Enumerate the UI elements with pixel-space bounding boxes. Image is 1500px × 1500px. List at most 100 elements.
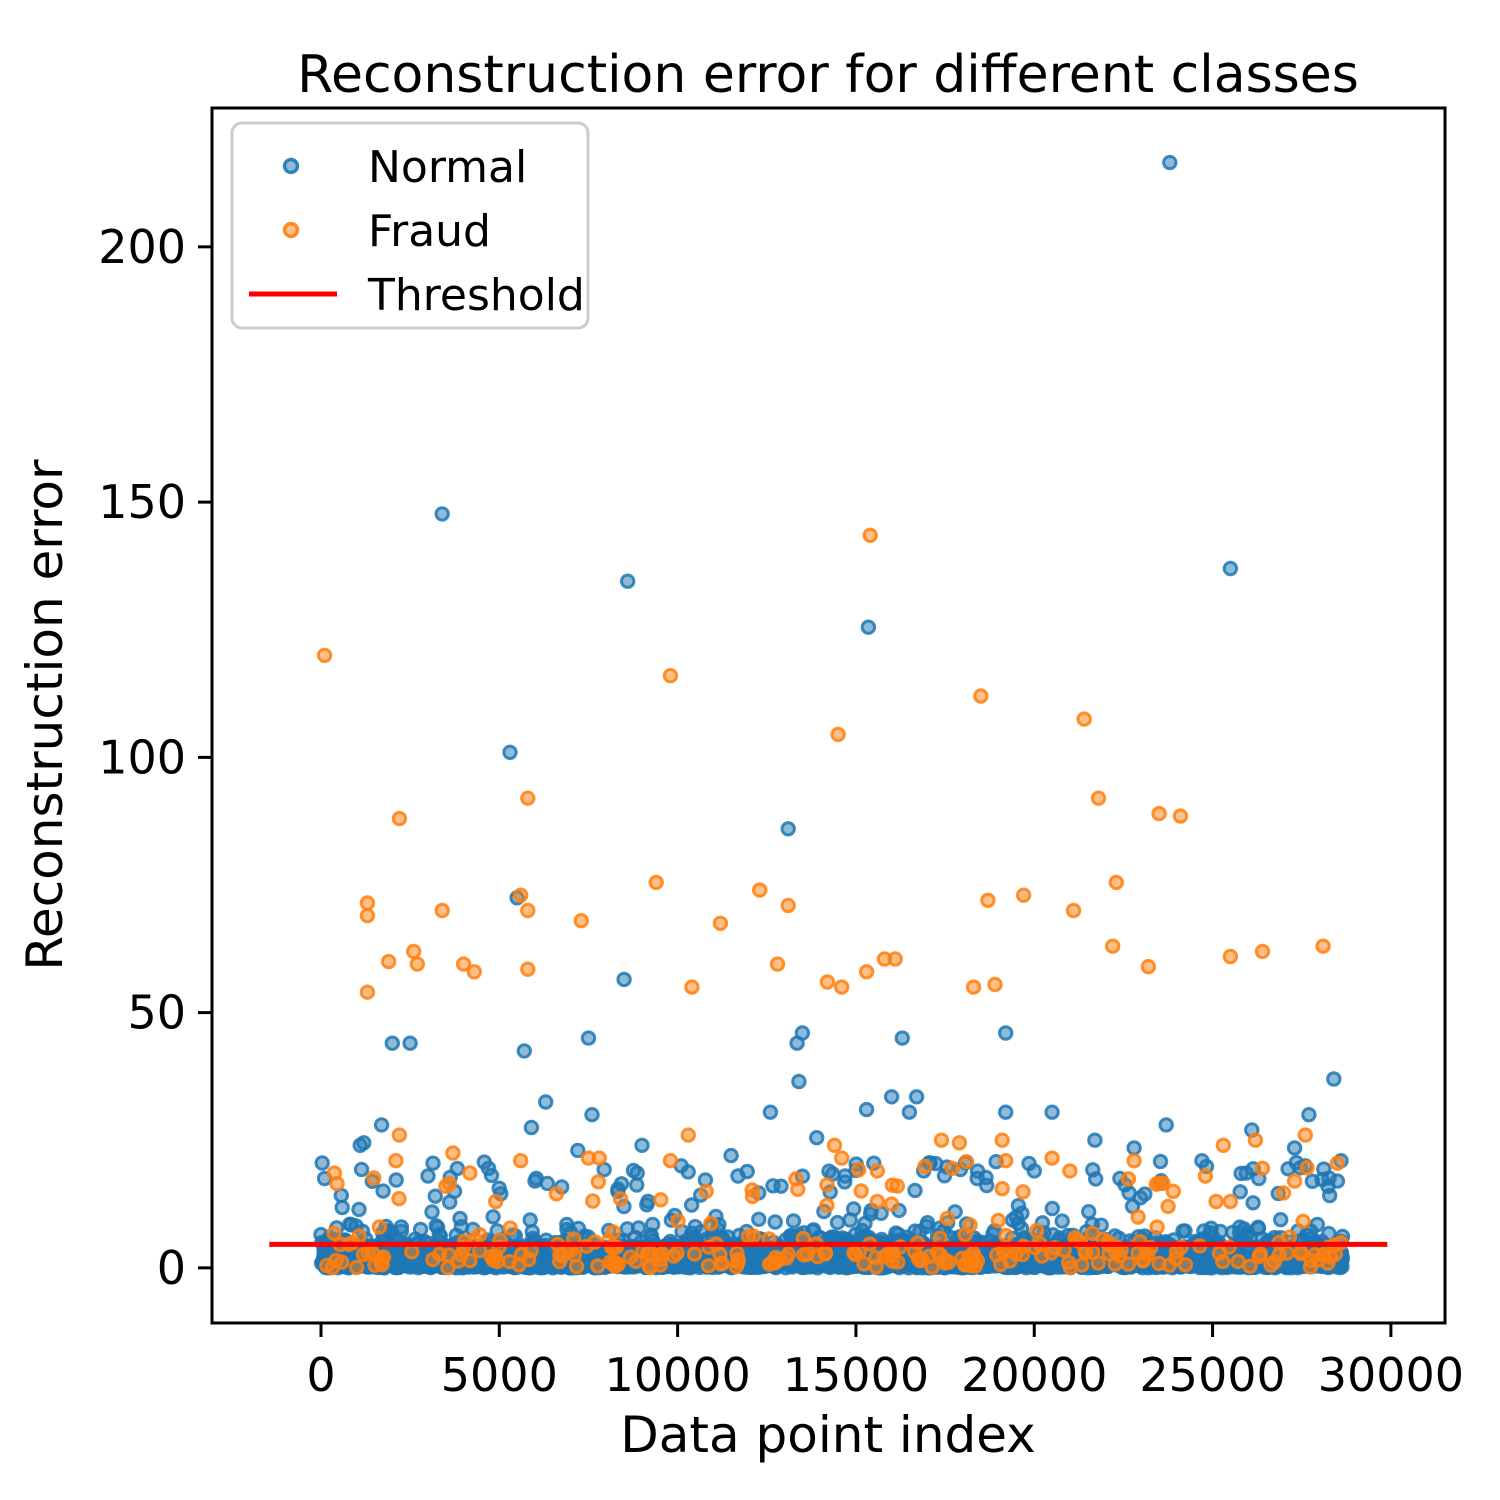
data-point-fraud	[876, 951, 893, 967]
data-point-normal	[919, 1215, 936, 1231]
data-point-fraud	[434, 902, 450, 919]
data-point-fraud	[502, 1220, 518, 1236]
data-point-normal	[1314, 1171, 1330, 1188]
data-point-normal	[1152, 1153, 1169, 1170]
data-point-normal	[584, 1107, 600, 1123]
data-point-normal	[538, 1094, 554, 1110]
data-point-normal	[1322, 1187, 1338, 1204]
data-point-fraud	[1208, 1193, 1224, 1210]
data-point-fraud	[1172, 808, 1189, 824]
data-point-fraud	[406, 943, 422, 960]
data-point-fraud	[958, 1154, 975, 1170]
data-point-fraud	[1297, 1127, 1314, 1143]
data-point-normal	[1087, 1132, 1103, 1148]
data-point-fraud	[1029, 1222, 1045, 1239]
data-point-fraud	[628, 1253, 644, 1270]
data-point-normal	[485, 1209, 501, 1225]
data-point-normal	[1222, 560, 1239, 577]
data-point-fraud	[1062, 1163, 1078, 1179]
data-point-fraud	[1149, 1219, 1165, 1235]
data-point-fraud	[513, 1153, 529, 1169]
data-point-fraud	[585, 1193, 601, 1209]
data-point-normal	[351, 1201, 367, 1218]
data-point-fraud	[520, 902, 536, 919]
data-point-normal	[1286, 1140, 1303, 1156]
data-point-normal	[837, 1168, 853, 1184]
y-axis-ticks: 0 50 100 150 200	[98, 220, 212, 1295]
data-point-fraud	[367, 1257, 383, 1274]
data-point-fraud	[648, 874, 664, 891]
data-point-normal	[888, 1225, 904, 1241]
data-point-fraud	[438, 1178, 454, 1194]
data-point-fraud	[698, 1183, 714, 1200]
data-point-fraud	[1295, 1213, 1311, 1230]
data-point-normal	[449, 1160, 465, 1177]
data-point-normal	[1245, 1195, 1261, 1211]
data-point-fraud	[884, 1244, 901, 1261]
data-point-fraud	[680, 1127, 696, 1143]
data-point-fraud	[1263, 1257, 1279, 1273]
data-point-normal	[375, 1183, 391, 1199]
chart-title: Reconstruction error for different class…	[297, 45, 1359, 105]
data-point-normal	[739, 1163, 755, 1180]
data-point-normal	[640, 1193, 656, 1210]
data-point-fraud	[351, 1228, 367, 1244]
data-point-normal	[425, 1155, 441, 1171]
data-point-fraud	[455, 956, 472, 972]
data-point-fraud	[1315, 1247, 1332, 1263]
data-point-normal	[353, 1161, 370, 1178]
data-point-fraud	[366, 1170, 382, 1186]
data-point-fraud	[889, 1178, 905, 1194]
data-point-fraud	[980, 892, 996, 908]
data-point-fraud	[483, 1248, 499, 1265]
data-point-fraud	[933, 1132, 950, 1148]
data-point-fraud	[994, 1132, 1010, 1148]
data-point-fraud	[371, 1219, 388, 1235]
data-point-normal	[1137, 1186, 1153, 1202]
data-point-fraud	[862, 527, 878, 543]
data-point-fraud	[1015, 1184, 1031, 1200]
data-point-fraud	[1015, 887, 1032, 903]
data-point-normal	[1326, 1071, 1342, 1087]
data-point-fraud	[359, 907, 376, 924]
data-point-normal	[907, 1182, 923, 1199]
data-point-fraud	[488, 1193, 504, 1210]
data-point-fraud	[744, 1188, 761, 1205]
data-point-normal	[969, 1170, 985, 1187]
data-point-normal	[780, 821, 796, 837]
data-point-normal	[452, 1210, 468, 1227]
x-tick-label: 25000	[1139, 1348, 1285, 1402]
data-point-fraud	[1126, 1153, 1142, 1169]
data-point-normal	[693, 1224, 709, 1240]
data-point-fraud	[1281, 1229, 1298, 1245]
data-point-fraud	[388, 1153, 404, 1169]
data-point-normal	[342, 1216, 358, 1232]
data-point-fraud	[869, 1163, 885, 1179]
data-point-fraud	[1160, 1198, 1176, 1215]
data-point-normal	[751, 1211, 767, 1228]
x-axis-label: Data point index	[620, 1406, 1035, 1464]
data-point-normal	[1054, 1213, 1070, 1229]
data-point-fraud	[610, 1256, 626, 1272]
data-point-normal	[998, 1104, 1014, 1120]
x-tick-label: 30000	[1318, 1348, 1464, 1402]
data-point-fraud	[819, 974, 836, 990]
data-point-normal	[373, 1117, 390, 1133]
legend-label-fraud: Fraud	[368, 206, 491, 257]
data-point-normal	[420, 1168, 436, 1184]
data-point-fraud	[853, 1183, 869, 1199]
data-point-fraud	[819, 1177, 835, 1193]
data-point-normal	[1126, 1140, 1142, 1156]
data-point-fraud	[316, 647, 333, 663]
data-point-normal	[1273, 1212, 1289, 1228]
data-point-normal	[1194, 1153, 1210, 1169]
data-point-normal	[785, 1213, 802, 1229]
data-point-normal	[402, 1035, 418, 1051]
data-point-fraud	[939, 1210, 955, 1227]
data-point-fraud	[686, 1246, 703, 1262]
data-point-normal	[1250, 1219, 1266, 1235]
data-point-fraud	[1108, 874, 1125, 891]
data-point-fraud	[375, 1249, 392, 1265]
x-tick-label: 10000	[604, 1348, 750, 1402]
